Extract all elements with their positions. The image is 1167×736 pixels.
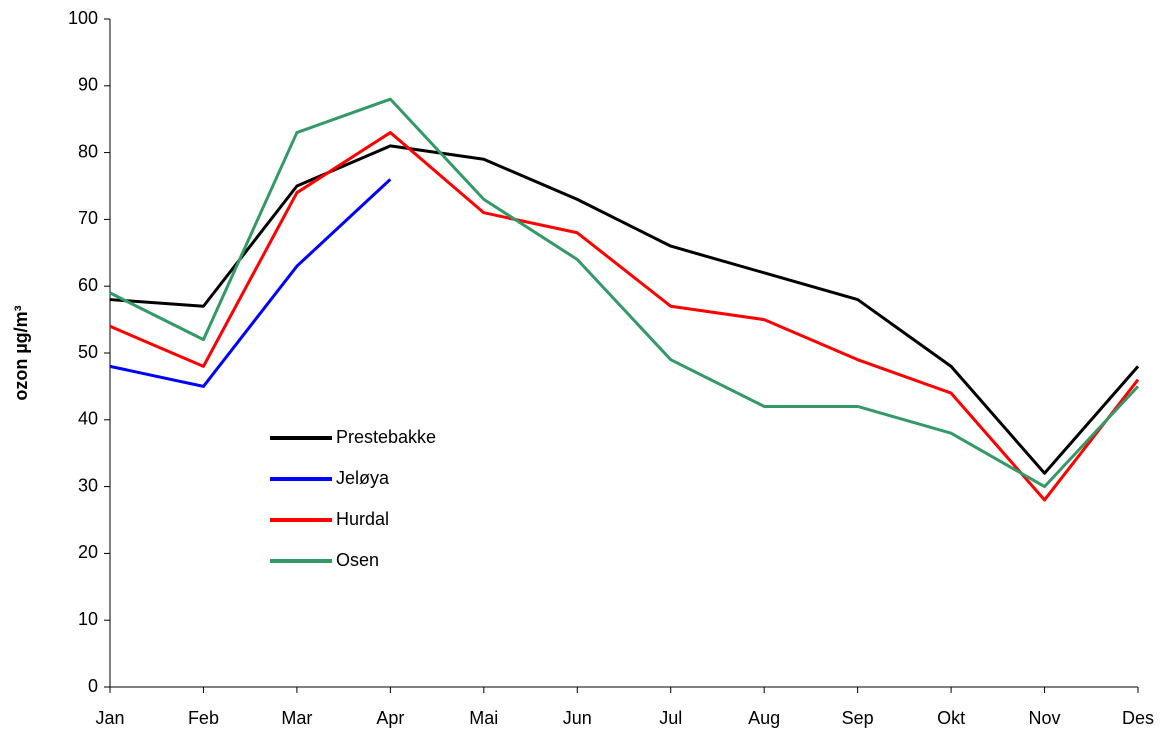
x-tick-label: Jul [659, 708, 682, 728]
x-tick-label: Sep [842, 708, 874, 728]
y-tick-label: 10 [78, 609, 98, 629]
x-tick-label: Nov [1029, 708, 1061, 728]
series-line [109, 144, 1140, 475]
y-tick-label: 20 [78, 542, 98, 562]
x-tick-label: Jun [563, 708, 592, 728]
y-tick-label: 60 [78, 275, 98, 295]
x-tick-label: Feb [188, 708, 219, 728]
y-tick-label: 70 [78, 208, 98, 228]
y-tick-label: 30 [78, 475, 98, 495]
x-tick-label: Des [1122, 708, 1154, 728]
x-tick-label: Apr [376, 708, 404, 728]
x-tick-label: Aug [748, 708, 780, 728]
y-tick-label: 80 [78, 141, 98, 161]
legend-label: Osen [336, 550, 379, 570]
series-line [109, 97, 1140, 489]
y-tick-label: 90 [78, 75, 98, 95]
y-tick-label: 40 [78, 409, 98, 429]
x-tick-label: Jan [95, 708, 124, 728]
legend-label: Prestebakke [336, 427, 436, 447]
legend-label: Jeløya [336, 468, 390, 488]
x-tick-label: Mai [469, 708, 498, 728]
y-tick-label: 0 [88, 676, 98, 696]
y-tick-label: 100 [68, 8, 98, 28]
series-line [109, 178, 392, 388]
y-tick-label: 50 [78, 342, 98, 362]
series-line [109, 131, 1140, 502]
x-tick-label: Mar [281, 708, 312, 728]
y-axis-label: ozon µg/m³ [11, 305, 31, 400]
x-tick-label: Okt [937, 708, 965, 728]
legend-label: Hurdal [336, 509, 389, 529]
